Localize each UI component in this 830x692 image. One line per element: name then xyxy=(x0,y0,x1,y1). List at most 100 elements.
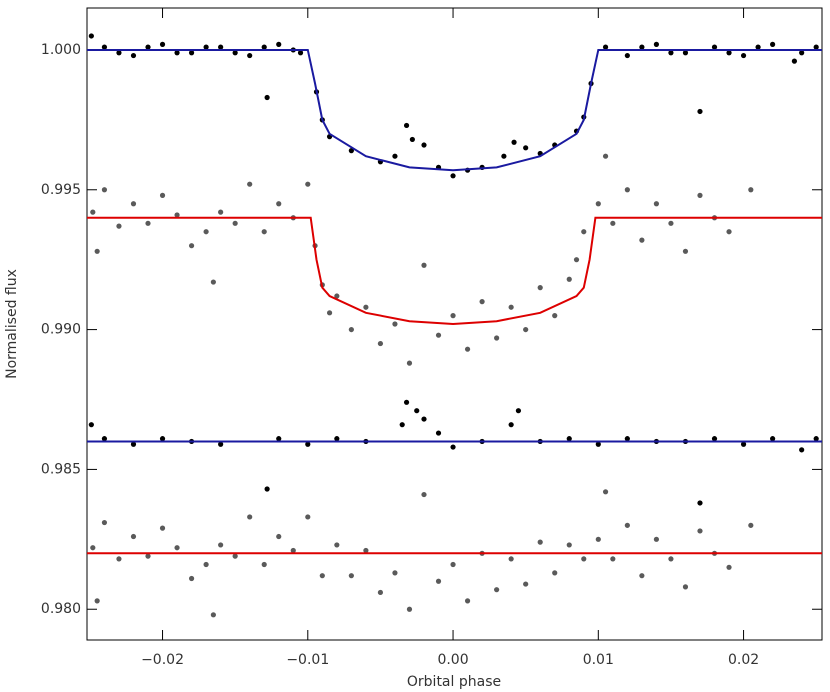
data-point xyxy=(464,598,471,604)
data-point xyxy=(203,44,209,50)
data-point xyxy=(639,237,645,243)
data-point xyxy=(508,556,514,562)
data-point xyxy=(188,575,195,582)
y-axis-label: Normalised flux xyxy=(4,269,20,379)
data-point xyxy=(264,94,270,101)
x-tick-label: −0.01 xyxy=(286,652,329,668)
data-point xyxy=(602,44,609,50)
data-point xyxy=(537,539,543,545)
data-point xyxy=(508,422,514,428)
data-point xyxy=(305,441,311,447)
data-point xyxy=(276,436,282,442)
data-point xyxy=(450,173,456,179)
data-point xyxy=(523,145,529,151)
data-point xyxy=(218,542,224,548)
data-point xyxy=(653,201,660,207)
data-point xyxy=(726,564,732,570)
data-point xyxy=(326,310,333,316)
model-line xyxy=(87,48,822,172)
data-point xyxy=(203,561,209,568)
data-point xyxy=(479,299,485,305)
data-point xyxy=(581,229,587,235)
data-point xyxy=(595,536,601,542)
data-point xyxy=(435,332,442,338)
data-point xyxy=(203,229,209,235)
data-point xyxy=(682,50,689,56)
data-point xyxy=(210,279,216,285)
y-tick-label: 0.985 xyxy=(41,461,81,477)
data-point xyxy=(494,335,500,341)
x-axis-label: Orbital phase xyxy=(407,674,501,690)
data-point xyxy=(94,598,100,604)
data-point xyxy=(813,436,819,442)
data-point xyxy=(403,399,410,405)
data-point xyxy=(639,44,645,50)
data-point xyxy=(261,229,267,235)
data-point xyxy=(435,430,442,436)
data-point xyxy=(210,612,216,618)
y-tick-label: 1.000 xyxy=(41,42,81,58)
data-point xyxy=(247,52,253,59)
data-point xyxy=(740,441,747,447)
data-point xyxy=(639,573,645,579)
data-point xyxy=(261,44,267,50)
data-point xyxy=(90,545,96,551)
data-point xyxy=(414,408,420,414)
data-point xyxy=(421,491,427,498)
data-point xyxy=(276,201,282,207)
data-point xyxy=(501,153,507,159)
data-point xyxy=(297,50,304,56)
data-point xyxy=(406,606,413,612)
data-point xyxy=(403,122,410,129)
data-point xyxy=(421,262,427,268)
data-point xyxy=(130,441,137,447)
data-point xyxy=(363,304,369,310)
data-point xyxy=(610,556,616,562)
x-tick-label: 0.01 xyxy=(583,652,614,668)
data-point xyxy=(421,416,427,422)
data-point xyxy=(392,321,398,327)
data-point xyxy=(552,313,558,319)
data-point xyxy=(813,44,819,50)
data-point xyxy=(624,522,630,528)
data-point xyxy=(511,139,517,145)
data-point xyxy=(668,556,674,562)
data-point xyxy=(334,542,340,548)
data-point xyxy=(348,148,354,154)
data-point xyxy=(595,441,601,447)
data-point xyxy=(101,44,108,50)
data-point xyxy=(232,50,238,56)
data-point xyxy=(450,561,456,568)
data-point xyxy=(566,542,572,548)
data-point xyxy=(188,50,195,56)
data-point xyxy=(247,514,253,520)
data-point xyxy=(348,573,354,579)
data-point xyxy=(90,209,96,215)
data-point xyxy=(88,422,94,428)
data-point xyxy=(334,293,340,299)
data-point xyxy=(508,304,514,310)
data-point xyxy=(319,573,325,579)
data-point xyxy=(573,257,580,263)
data-point xyxy=(653,536,660,542)
data-point xyxy=(581,556,587,562)
data-point xyxy=(537,285,543,291)
data-point xyxy=(791,58,798,64)
model-line xyxy=(87,216,822,326)
data-point xyxy=(174,50,180,56)
data-point xyxy=(770,436,776,442)
data-point xyxy=(595,201,601,207)
data-point xyxy=(610,220,616,226)
data-point xyxy=(305,181,311,187)
data-point xyxy=(232,220,238,226)
data-point xyxy=(130,533,137,540)
data-point xyxy=(740,52,747,59)
data-point xyxy=(464,346,471,352)
data-point xyxy=(748,522,754,528)
data-point xyxy=(392,153,398,159)
data-point xyxy=(348,326,354,333)
data-point xyxy=(101,519,108,526)
data-point xyxy=(799,447,805,453)
data-point xyxy=(174,212,180,218)
